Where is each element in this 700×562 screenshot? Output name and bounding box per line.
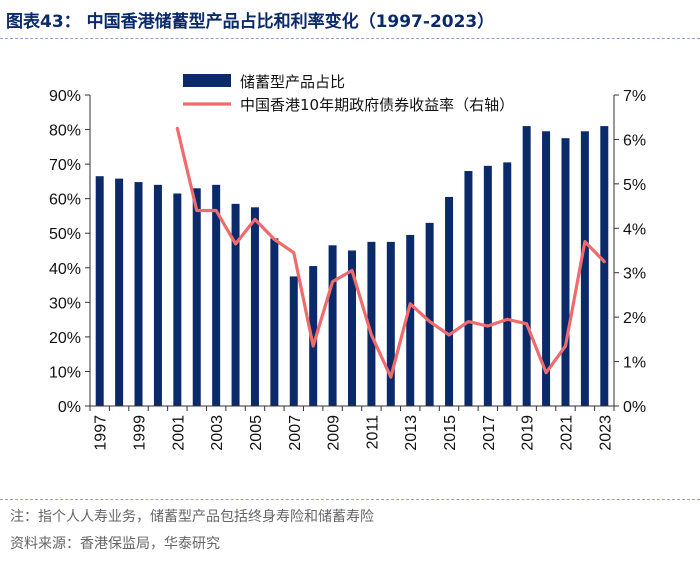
left-tick-label: 20% <box>49 330 81 347</box>
legend-line-label: 中国香港10年期政府债券收益率（右轴） <box>240 96 514 114</box>
bar-2022 <box>580 131 589 406</box>
x-tick-label-2023: 2023 <box>597 415 614 451</box>
bar-2005 <box>250 207 259 406</box>
x-tick-label-2005: 2005 <box>248 415 265 451</box>
bar-2009 <box>328 245 337 406</box>
chart-area: 0% 10% 20% 30% 40% 50% 60% 70% 80% 90% 0% 1% 2% 3% 4% 5… <box>49 73 646 451</box>
footnote: 注：指个人人寿业务，储蓄型产品包括终身寿险和储蓄寿险 <box>10 509 374 525</box>
bar-2014 <box>425 222 434 406</box>
bar-2000 <box>153 184 162 406</box>
bar-2008 <box>309 266 318 406</box>
right-tick-label: 6% <box>623 132 646 149</box>
bar-1997 <box>95 176 104 406</box>
bar-2023 <box>600 126 609 406</box>
x-tick-label-2019: 2019 <box>520 415 537 451</box>
x-tick-label-2001: 2001 <box>170 415 187 451</box>
left-tick-label: 30% <box>49 295 81 312</box>
x-tick-label-2007: 2007 <box>287 415 304 451</box>
right-tick-label: 3% <box>623 266 646 283</box>
legend-bar-label: 储蓄型产品占比 <box>240 73 345 91</box>
bar-1999 <box>134 182 143 406</box>
bar-2020 <box>542 131 551 406</box>
x-tick-label-2021: 2021 <box>558 415 575 451</box>
left-tick-label: 70% <box>49 157 81 174</box>
source-note: 资料来源：香港保监局，华泰研究 <box>10 536 220 552</box>
x-tick-label-2013: 2013 <box>403 415 420 451</box>
x-tick-label-2015: 2015 <box>442 415 459 451</box>
bar-2004 <box>231 203 240 406</box>
bar-series <box>95 126 609 406</box>
bar-1998 <box>115 178 124 406</box>
bar-2018 <box>503 162 512 406</box>
bar-2017 <box>483 165 492 406</box>
chart-title: 图表43： 中国香港储蓄型产品占比和利率变化（1997-2023） <box>6 12 495 32</box>
left-tick-label: 40% <box>49 261 81 278</box>
right-tick-label: 5% <box>623 177 646 194</box>
right-tick-label: 2% <box>623 310 646 327</box>
axes: 0% 10% 20% 30% 40% 50% 60% 70% 80% 90% 0% 1% 2% 3% 4% 5… <box>49 88 646 451</box>
bar-2011 <box>367 241 376 406</box>
bar-2012 <box>386 241 395 406</box>
x-tick-label-1997: 1997 <box>93 415 110 451</box>
bar-2013 <box>406 234 415 406</box>
bar-2016 <box>464 171 473 406</box>
left-tick-label: 80% <box>49 123 81 140</box>
legend-bar-swatch <box>183 74 231 87</box>
footer-divider <box>0 499 700 500</box>
bar-2003 <box>212 184 221 406</box>
bar-2006 <box>270 238 279 406</box>
right-tick-label: 0% <box>623 399 646 416</box>
line-series <box>175 126 606 379</box>
right-tick-label: 7% <box>623 88 646 105</box>
x-tick-label-2017: 2017 <box>481 415 498 451</box>
x-tick-label-1999: 1999 <box>132 415 149 451</box>
bar-2010 <box>348 250 356 406</box>
bar-2001 <box>173 193 182 406</box>
x-tick-label-2011: 2011 <box>364 415 381 450</box>
bar-2015 <box>445 196 454 406</box>
x-tick-label-2003: 2003 <box>209 415 226 451</box>
bar-2019 <box>522 126 531 406</box>
left-tick-label: 0% <box>58 399 81 416</box>
bar-2007 <box>289 276 298 406</box>
title-divider <box>0 38 700 39</box>
x-tick-label-2009: 2009 <box>326 415 343 451</box>
left-tick-label: 90% <box>49 88 81 105</box>
bar-2002 <box>192 188 201 406</box>
left-tick-label: 60% <box>49 192 81 209</box>
left-tick-label: 10% <box>49 364 81 381</box>
bar-2021 <box>561 138 570 406</box>
left-tick-label: 50% <box>49 226 81 243</box>
right-tick-label: 1% <box>623 355 646 372</box>
right-tick-label: 4% <box>623 221 646 238</box>
